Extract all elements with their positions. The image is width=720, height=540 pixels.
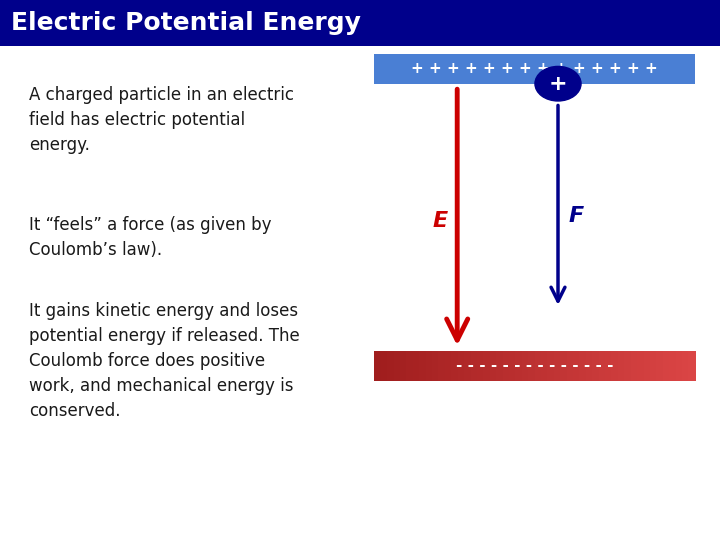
Bar [675,351,683,381]
Text: It “feels” a force (as given by
Coulomb’s law).: It “feels” a force (as given by Coulomb’… [29,216,271,259]
Text: A charged particle in an electric
field has electric potential
energy.: A charged particle in an electric field … [29,86,294,154]
Text: It gains kinetic energy and loses
potential energy if released. The
Coulomb forc: It gains kinetic energy and loses potent… [29,302,300,421]
Bar [618,351,625,381]
Bar [522,351,529,381]
Bar [464,351,472,381]
Bar [413,351,420,381]
Bar [573,351,580,381]
Bar [400,351,408,381]
Bar [496,351,503,381]
Bar [637,351,644,381]
Bar [0,0,720,46]
Bar [438,351,446,381]
Bar [605,351,612,381]
Bar [567,351,574,381]
Bar [394,351,401,381]
Bar [516,351,523,381]
Bar [580,351,587,381]
Bar [669,351,676,381]
Bar [650,351,657,381]
Bar [541,351,548,381]
Bar [624,351,631,381]
Bar [631,351,638,381]
Bar [528,351,536,381]
Bar [426,351,433,381]
Bar [490,351,497,381]
Text: - - - - - - - - - - - - - -: - - - - - - - - - - - - - - [456,359,613,373]
Bar [451,351,459,381]
Bar [534,351,541,381]
Bar [688,351,696,381]
Bar [599,351,606,381]
Bar [387,351,395,381]
Bar [477,351,484,381]
Bar [509,351,516,381]
Bar [381,351,388,381]
Bar [611,351,618,381]
Bar [644,351,651,381]
Bar [663,351,670,381]
Bar [593,351,600,381]
Text: E: E [433,211,449,232]
Text: + + + + + + + + + + + + + +: + + + + + + + + + + + + + + [411,62,658,76]
Bar [471,351,477,381]
Bar [560,351,567,381]
Text: F: F [568,206,584,226]
Bar [432,351,439,381]
Bar [419,351,426,381]
Bar [682,351,689,381]
Bar [483,351,490,381]
Bar [445,351,452,381]
Text: +: + [549,73,567,94]
Bar [503,351,510,381]
Bar [554,351,561,381]
Bar [547,351,554,381]
Bar [374,54,695,84]
Text: Electric Potential Energy: Electric Potential Energy [11,11,361,35]
Circle shape [535,66,581,101]
Bar [374,351,382,381]
Bar [657,351,664,381]
Bar [458,351,465,381]
Bar [406,351,413,381]
Bar [586,351,593,381]
